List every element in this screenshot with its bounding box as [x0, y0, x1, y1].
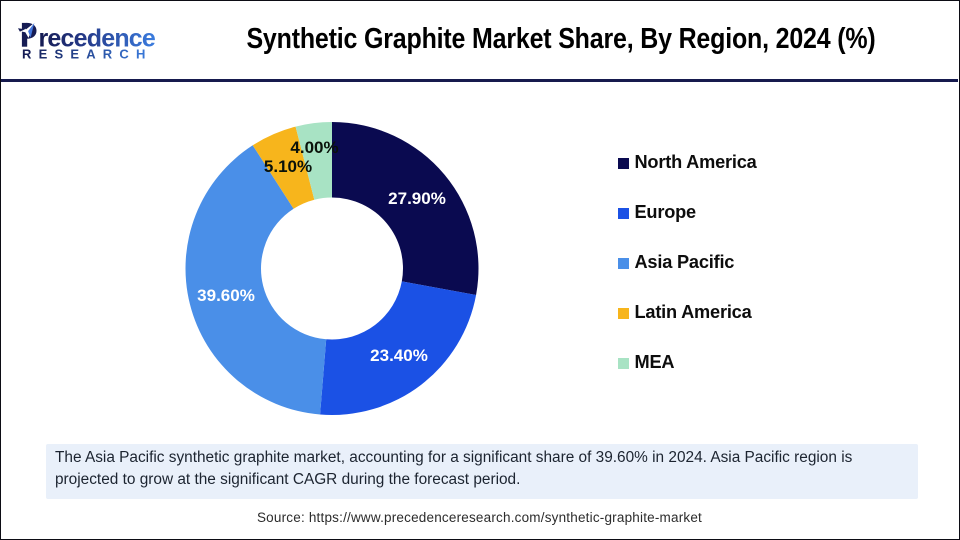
svg-text:recedence: recedence	[39, 25, 156, 53]
svg-text:RESEARCH: RESEARCH	[22, 47, 153, 62]
